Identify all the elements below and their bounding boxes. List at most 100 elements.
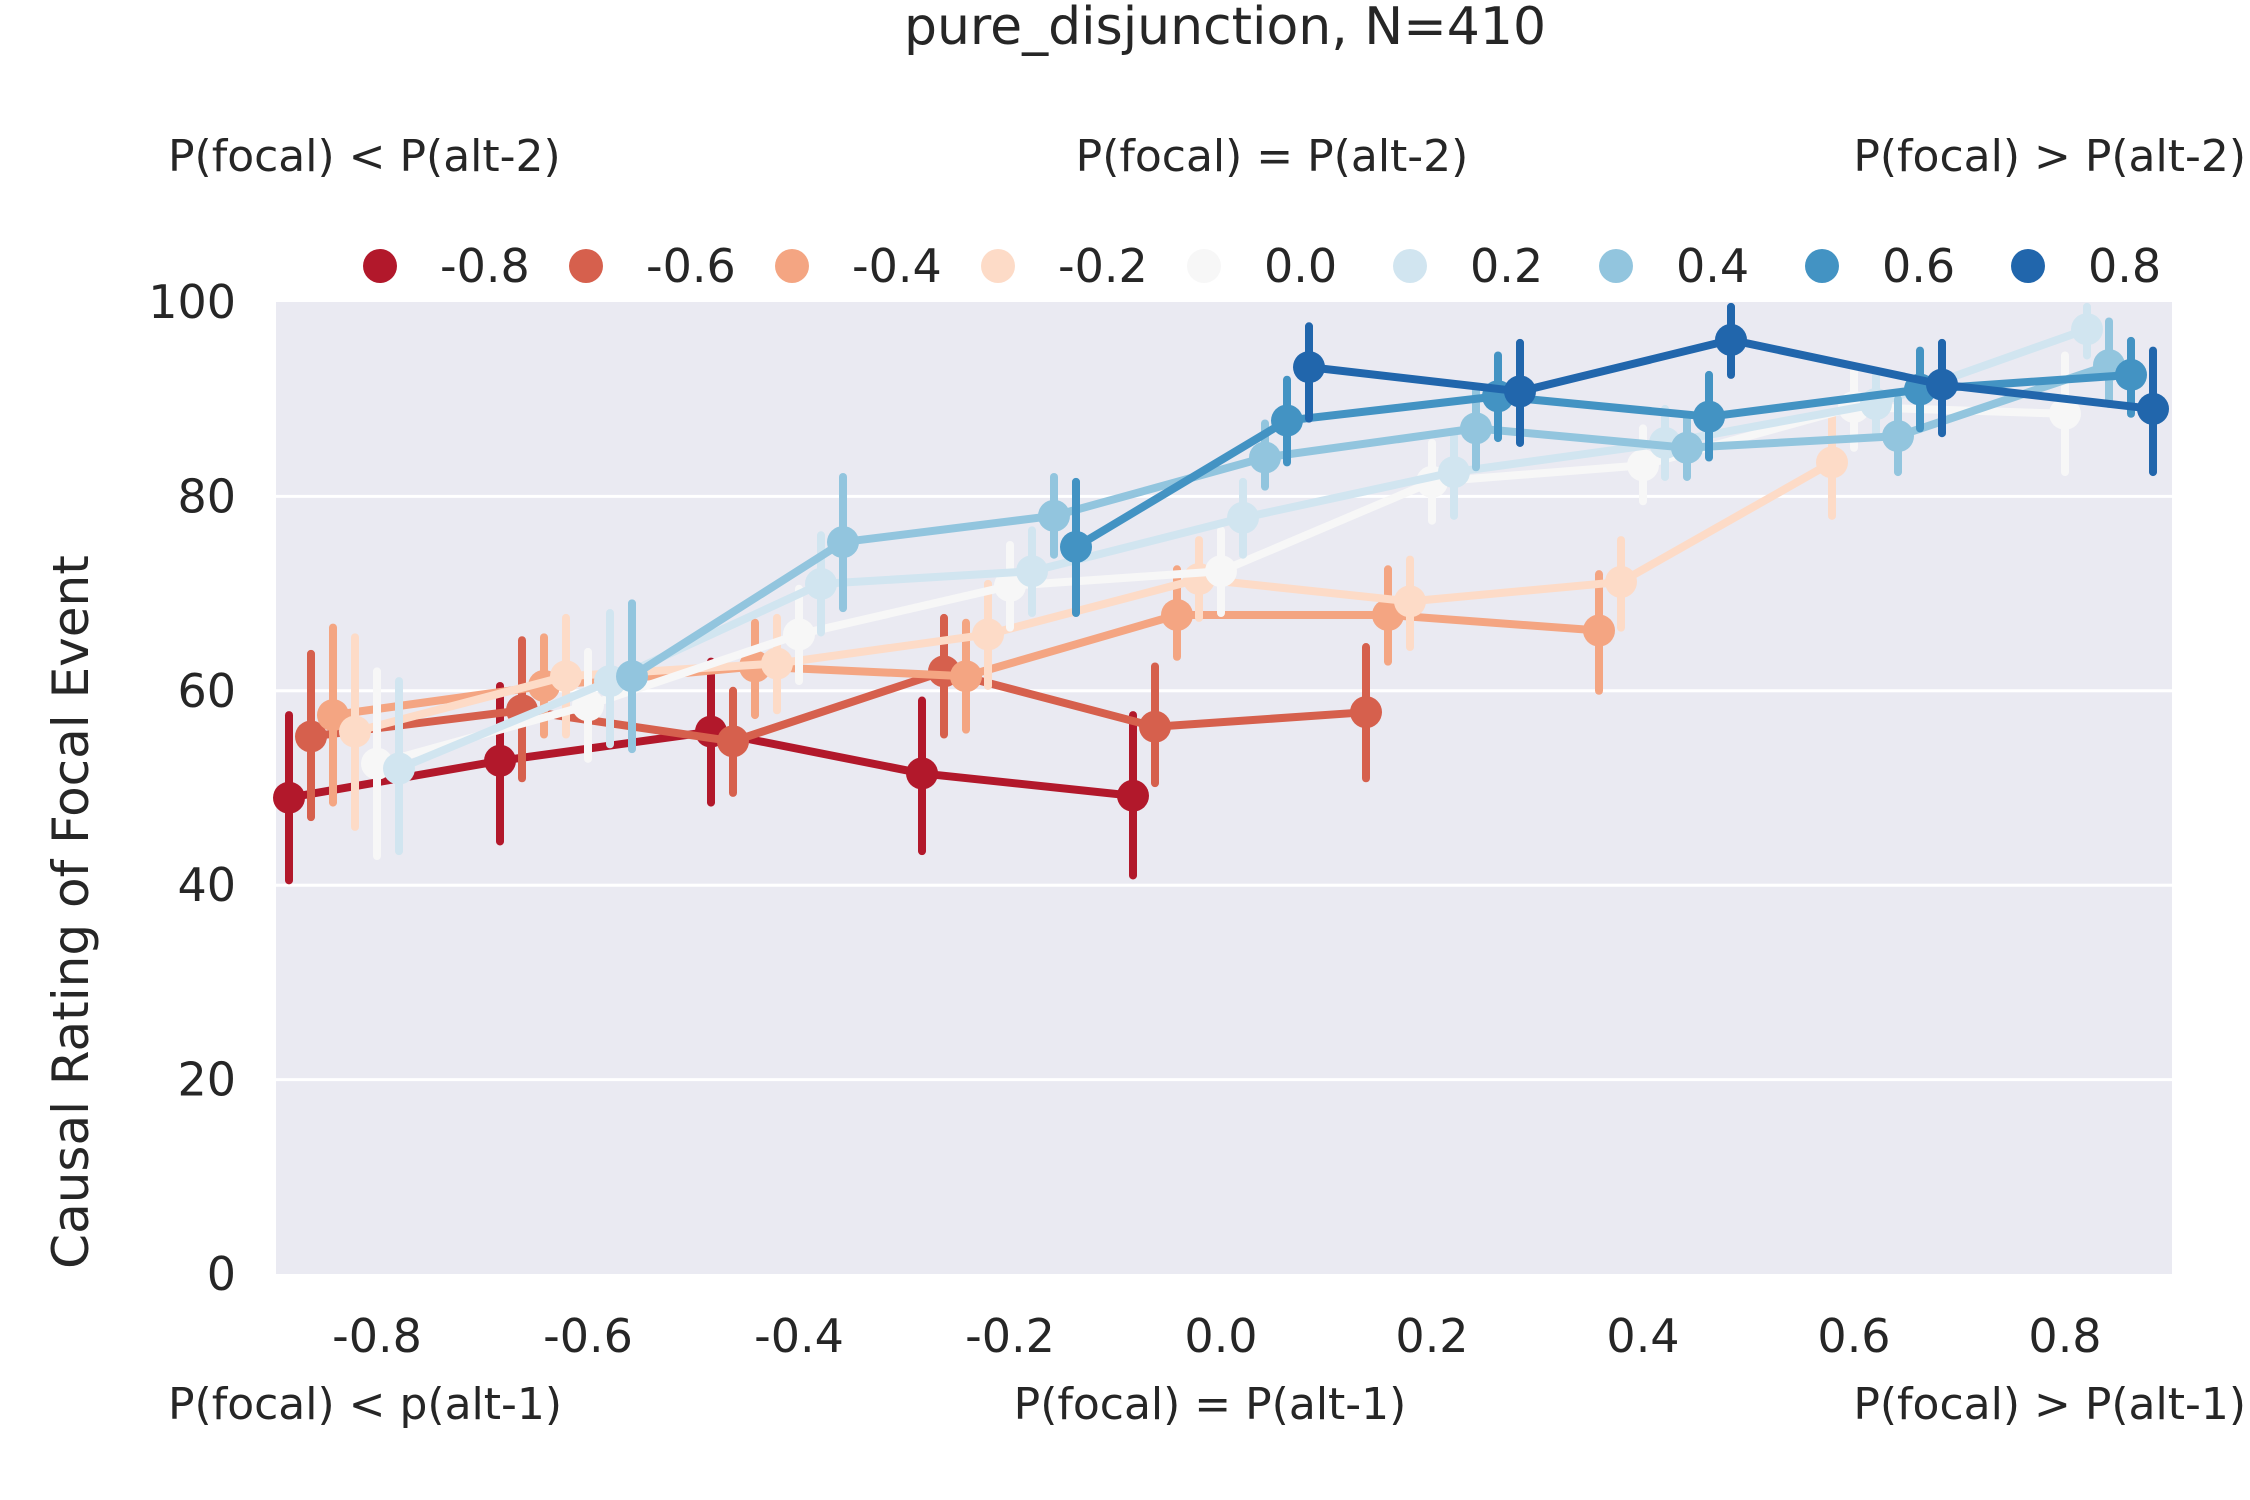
legend-marker bbox=[2011, 249, 2045, 283]
series-0.8 bbox=[1293, 302, 2169, 477]
legend-label: 0.6 bbox=[1882, 239, 1955, 293]
data-point bbox=[1394, 585, 1426, 618]
data-point bbox=[2049, 397, 2081, 430]
data-point bbox=[1249, 441, 1281, 474]
data-point bbox=[1605, 565, 1637, 598]
legend-marker bbox=[1187, 249, 1221, 283]
series-line-segment bbox=[1151, 708, 1370, 731]
series-line-segment bbox=[1028, 513, 1247, 576]
data-point bbox=[1293, 351, 1325, 384]
x-tick-label: 0.6 bbox=[1817, 1309, 1890, 1363]
legend-marker bbox=[1393, 249, 1427, 283]
series-line-segment bbox=[817, 567, 1036, 588]
legend-marker bbox=[981, 249, 1015, 283]
legend-label: -0.4 bbox=[852, 239, 942, 293]
series-line-segment bbox=[1217, 477, 1436, 576]
data-point bbox=[1693, 400, 1725, 433]
data-point bbox=[484, 744, 516, 777]
top-annotation-left: P(focal) < P(alt-2) bbox=[168, 131, 561, 182]
legend-marker bbox=[1599, 249, 1633, 283]
y-tick-label: 60 bbox=[177, 664, 236, 718]
top-annotation-center: P(focal) = P(alt-2) bbox=[1076, 131, 1469, 182]
data-point bbox=[1161, 598, 1193, 631]
series-group bbox=[273, 302, 2169, 885]
data-point bbox=[1882, 420, 1914, 453]
x-tick-label: -0.4 bbox=[754, 1309, 844, 1363]
legend-marker bbox=[1805, 249, 1839, 283]
data-point bbox=[1715, 323, 1747, 356]
data-point bbox=[1583, 614, 1615, 647]
series-line-segment bbox=[584, 630, 803, 710]
legend-label: 0.4 bbox=[1676, 239, 1749, 293]
legend-label: 0.0 bbox=[1264, 239, 1337, 293]
series-line-segment bbox=[1938, 380, 2157, 413]
series-0.0 bbox=[361, 351, 2081, 861]
data-point bbox=[906, 757, 938, 790]
data-point bbox=[550, 660, 582, 693]
series-line-segment bbox=[1384, 610, 1603, 635]
series-line-segment bbox=[1239, 468, 1458, 522]
series-line-segment bbox=[1617, 458, 1836, 586]
legend-label: -0.6 bbox=[646, 239, 736, 293]
data-point bbox=[1271, 404, 1303, 437]
legend: -0.8 -0.6 -0.4 -0.2 0.0 0.2 0.4 0.6 0.8 bbox=[363, 239, 2161, 293]
x-tick-label: -0.8 bbox=[332, 1309, 422, 1363]
data-point bbox=[1350, 696, 1382, 729]
bottom-annotation-right: P(focal) > P(alt-1) bbox=[1853, 1379, 2246, 1430]
data-point bbox=[783, 618, 815, 651]
series-0.6 bbox=[1060, 336, 2147, 618]
data-point bbox=[2071, 313, 2103, 346]
series-line-segment bbox=[1006, 567, 1225, 590]
data-point bbox=[950, 660, 982, 693]
y-tick-label: 80 bbox=[177, 469, 236, 523]
y-tick-label: 0 bbox=[207, 1247, 236, 1301]
data-point bbox=[1438, 456, 1470, 489]
series-line-segment bbox=[1261, 424, 1480, 462]
series-line-segment bbox=[1472, 424, 1691, 452]
data-point bbox=[1460, 412, 1492, 445]
x-tick-labels: -0.8 -0.6 -0.4 -0.2 0.0 0.2 0.4 0.6 0.8 bbox=[332, 1309, 2101, 1363]
data-point bbox=[616, 660, 648, 693]
data-point bbox=[383, 752, 415, 785]
series-line-segment bbox=[1516, 335, 1735, 396]
data-point bbox=[1926, 368, 1958, 401]
series--0.6 bbox=[295, 613, 1382, 822]
data-point bbox=[1060, 530, 1092, 563]
bottom-annotation-center: P(focal) = P(alt-1) bbox=[1014, 1379, 1407, 1430]
data-point bbox=[2137, 392, 2169, 425]
series-line-segment bbox=[1072, 416, 1291, 551]
data-point bbox=[805, 567, 837, 600]
y-tick-labels: 0 20 40 60 80 100 bbox=[148, 275, 236, 1301]
y-tick-label: 20 bbox=[177, 1053, 236, 1107]
data-point bbox=[1205, 555, 1237, 588]
series-line-segment bbox=[1050, 453, 1269, 520]
x-tick-label: 0.0 bbox=[1184, 1309, 1257, 1363]
data-point bbox=[1038, 499, 1070, 532]
y-axis-label: Causal Rating of Focal Event bbox=[42, 555, 100, 1269]
series-line-segment bbox=[351, 672, 570, 736]
data-point bbox=[1016, 555, 1048, 588]
data-point bbox=[317, 699, 349, 732]
legend-marker bbox=[775, 249, 809, 283]
data-point bbox=[717, 725, 749, 758]
data-point bbox=[1816, 446, 1848, 479]
series-line-segment bbox=[962, 610, 1181, 681]
series-line-segment bbox=[1450, 438, 1669, 477]
data-point bbox=[1227, 501, 1259, 534]
legend-label: -0.2 bbox=[1058, 239, 1148, 293]
x-tick-label: -0.2 bbox=[965, 1309, 1055, 1363]
x-tick-label: 0.4 bbox=[1606, 1309, 1679, 1363]
legend-label: 0.2 bbox=[1470, 239, 1543, 293]
data-point bbox=[827, 526, 859, 559]
series-line-segment bbox=[1283, 392, 1502, 425]
series-line-segment bbox=[1705, 385, 1924, 421]
data-point bbox=[972, 618, 1004, 651]
series-line-segment bbox=[1661, 400, 1880, 447]
data-point bbox=[295, 720, 327, 753]
series-line-segment bbox=[1727, 335, 1946, 389]
legend-label: 0.8 bbox=[2088, 239, 2161, 293]
series-line-segment bbox=[984, 575, 1203, 639]
legend-marker bbox=[569, 249, 603, 283]
data-point bbox=[1627, 449, 1659, 482]
legend-marker bbox=[363, 249, 397, 283]
